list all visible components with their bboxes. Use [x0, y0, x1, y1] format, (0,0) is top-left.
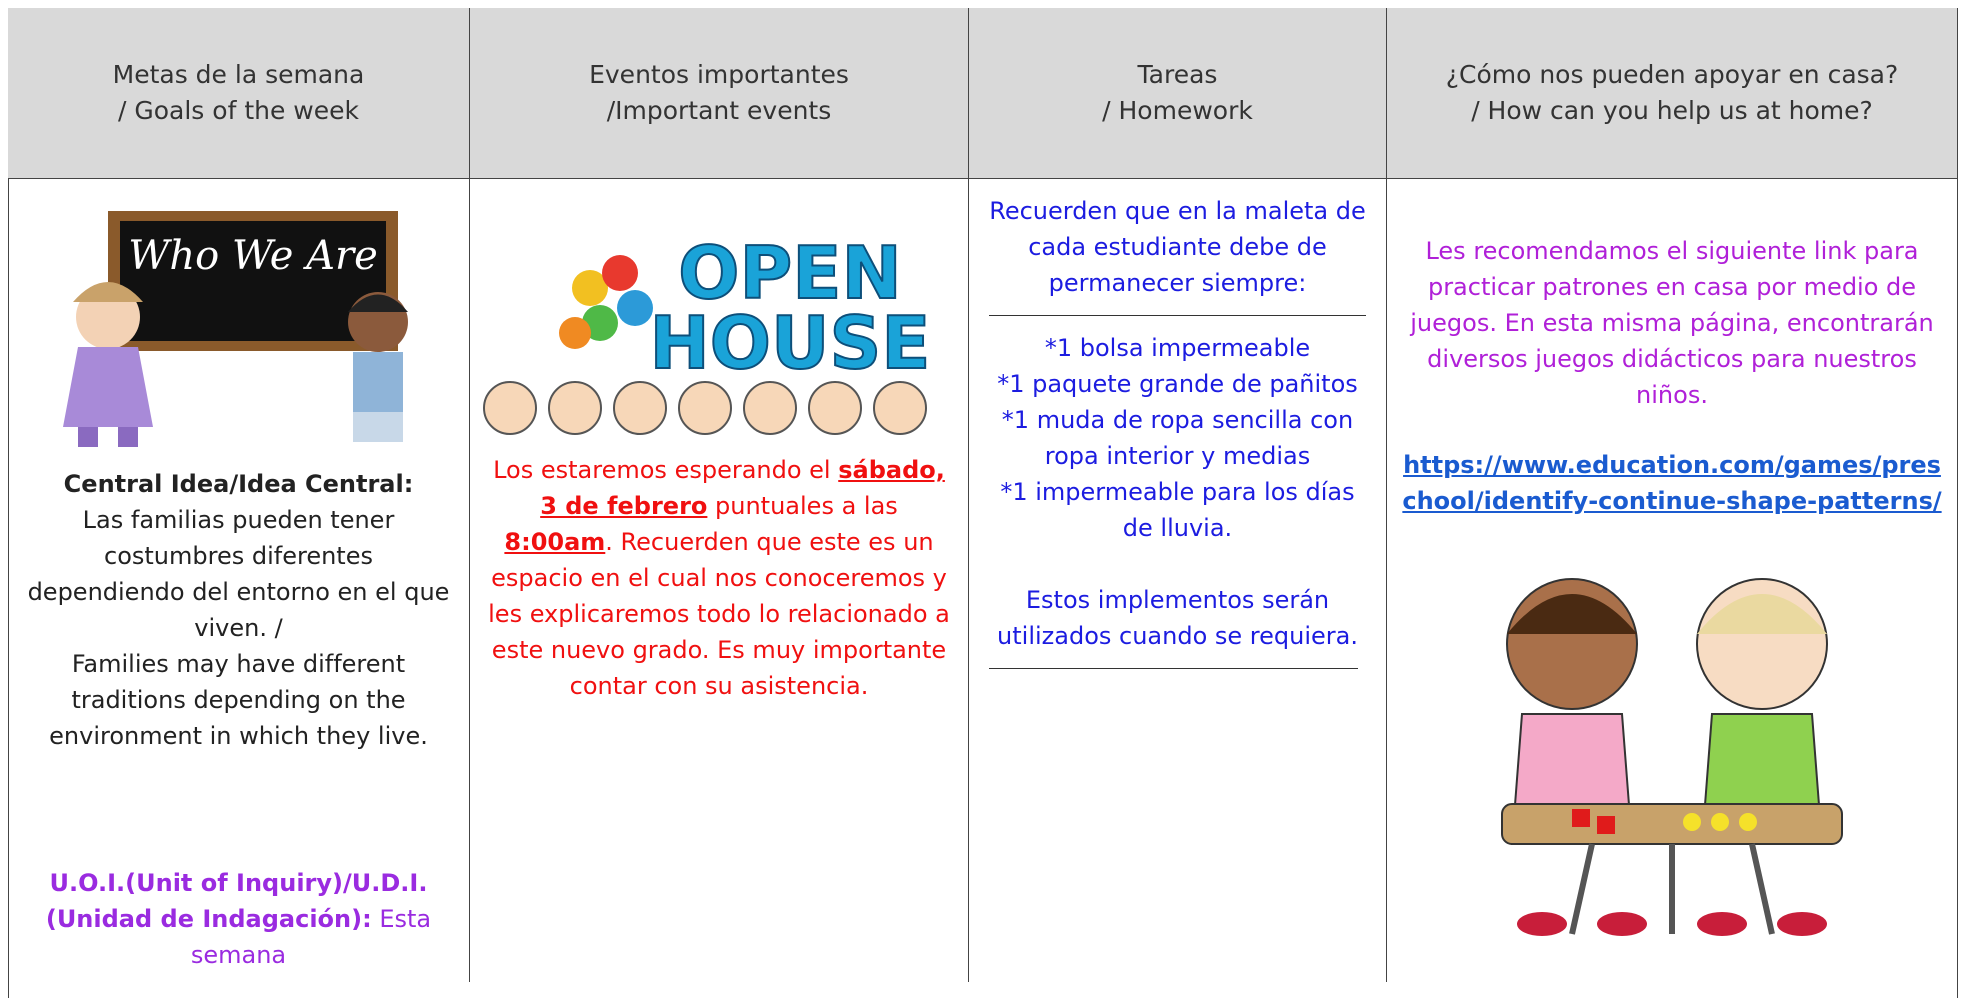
header-line: ¿Cómo nos pueden apoyar en casa?: [1445, 60, 1899, 89]
header-cell: Tareas / Homework: [969, 8, 1387, 179]
header-line: Eventos importantes: [589, 60, 849, 89]
central-es: Las familias pueden tener costumbres dif…: [27, 506, 450, 642]
homework-item: *1 bolsa impermeable: [1044, 334, 1311, 362]
kids-image: [1501, 578, 1843, 936]
homework-item: *1 muda de ropa sencilla con ropa interi…: [1001, 406, 1354, 470]
divider: [989, 668, 1358, 669]
text-run: Los estaremos esperando el: [493, 456, 839, 484]
uoi-label: U.O.I.(Unit of Inquiry)/U.D.I.(Unidad de…: [45, 869, 428, 933]
image-text: Who We Are: [128, 233, 378, 279]
text-run: puntuales a las: [707, 492, 898, 520]
image-text: HOUSE: [650, 301, 931, 385]
header-line: / Homework: [1102, 96, 1253, 125]
image-text: OPEN: [678, 231, 901, 315]
homework-item: *1 impermeable para los días de lluvia.: [1000, 478, 1355, 542]
central-idea: Central Idea/Idea Central: Las familias …: [22, 466, 455, 754]
homework-intro: Recuerden que en la maleta de cada estud…: [989, 197, 1366, 297]
goals-cell: Who We Are Central Idea/Idea Central: La…: [8, 179, 470, 982]
header-cell: Eventos importantes /Important events: [470, 8, 969, 179]
header-line: / How can you help us at home?: [1471, 96, 1873, 125]
homework-outro: Estos implementos serán utilizados cuand…: [997, 586, 1358, 650]
time: 8:00am: [504, 528, 606, 556]
homework-item: *1 paquete grande de pañitos: [997, 370, 1358, 398]
text-run: . Recuerden que este es un espacio en el…: [488, 528, 950, 700]
uoi-text: Esta semana: [190, 905, 432, 969]
home-link-box: https://www.education.com/games/preschoo…: [1401, 447, 1943, 519]
central-en: Families may have different traditions d…: [49, 650, 428, 750]
header-cell: ¿Cómo nos pueden apoyar en casa? / How c…: [1387, 8, 1958, 179]
home-text: Les recomendamos el siguiente link para …: [1410, 237, 1934, 409]
homework-list: *1 bolsa impermeable *1 paquete grande de…: [983, 330, 1372, 546]
event-text: Los estaremos esperando el sábado, 3 de …: [484, 452, 954, 704]
header-line: /Important events: [606, 96, 832, 125]
open-house-image: OPEN HOUSE: [483, 230, 931, 435]
header-cell: Metas de la semana / Goals of the week: [8, 8, 470, 179]
homework-cell: Recuerden que en la maleta de cada estud…: [969, 179, 1387, 982]
uoi: U.O.I.(Unit of Inquiry)/U.D.I.(Unidad de…: [22, 865, 455, 973]
homework-text: Recuerden que en la maleta de cada estud…: [983, 193, 1372, 683]
events-cell: OPEN HOUSE Los estaremos esperando el sá…: [470, 179, 969, 982]
home-cell: Les recomendamos el siguiente link para …: [1387, 179, 1958, 982]
header-line: Tareas: [1137, 60, 1218, 89]
home-link[interactable]: https://www.education.com/games/preschoo…: [1402, 451, 1942, 515]
header-line: / Goals of the week: [118, 96, 359, 125]
divider: [989, 315, 1366, 316]
date: sábado, 3 de febrero: [540, 456, 945, 520]
who-we-are-image: Who We Are: [63, 211, 408, 447]
header-line: Metas de la semana: [112, 60, 365, 89]
central-label: Central Idea/Idea Central:: [63, 470, 414, 498]
